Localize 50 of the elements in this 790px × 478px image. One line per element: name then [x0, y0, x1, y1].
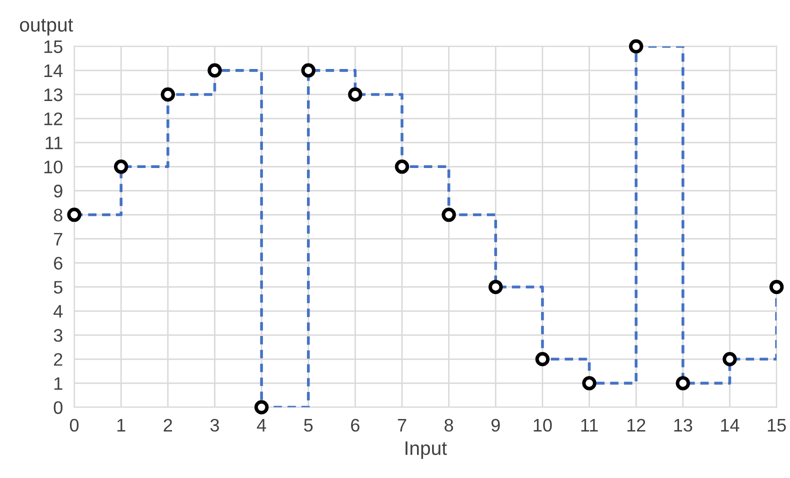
y-tick-label: 9 [54, 184, 62, 198]
y-tick-label: 2 [54, 353, 62, 366]
point [208, 63, 222, 78]
point [488, 280, 503, 294]
y-tick-label: 10 [44, 160, 62, 174]
point [348, 87, 362, 102]
x-tick-label: 5 [304, 419, 313, 432]
x-tick-label: 11 [581, 419, 598, 432]
point [114, 160, 128, 174]
x-tick-label: 3 [210, 418, 219, 432]
x-tick-label: 4 [256, 419, 266, 432]
point [301, 63, 316, 78]
point [676, 376, 690, 390]
x-tick-label: 9 [491, 418, 500, 432]
y-tick-label: 5 [54, 281, 62, 294]
point [769, 280, 784, 294]
y-tick-label: 8 [54, 208, 62, 222]
y-tick-label: 12 [44, 112, 62, 126]
y-tick-label: 3 [54, 329, 62, 342]
point [722, 352, 737, 366]
point [442, 208, 456, 222]
y-tick-label: 13 [44, 88, 62, 102]
y-tick-label: 11 [46, 136, 62, 150]
x-axis-title: Input [406, 441, 447, 459]
x-tick-label: 7 [398, 419, 406, 432]
point [582, 376, 596, 390]
x-tick-label: 12 [627, 418, 646, 432]
x-tick-label: 10 [534, 418, 552, 432]
point [535, 352, 550, 366]
x-tick-label: 6 [351, 418, 360, 432]
y-tick-label: 1 [54, 377, 62, 390]
y-tick-label: 14 [44, 64, 63, 77]
y-tick-label: 4 [54, 305, 63, 318]
point [394, 160, 410, 174]
point [160, 87, 176, 102]
x-tick-label: 8 [444, 418, 454, 432]
point [67, 208, 82, 222]
x-tick-label: 1 [117, 419, 126, 432]
y-axis-title: output [20, 18, 74, 36]
point [254, 400, 269, 414]
x-tick-label: 14 [721, 419, 740, 432]
y-tick-label: 6 [54, 256, 62, 270]
x-tick-label: 15 [768, 419, 786, 432]
x-tick-label: 0 [70, 418, 79, 432]
y-tick-label: 0 [54, 401, 62, 414]
x-tick-label: 13 [674, 418, 692, 432]
point [628, 39, 644, 54]
x-tick-label: 2 [164, 418, 172, 432]
y-tick-label: 7 [54, 232, 62, 246]
y-tick-label: 15 [44, 40, 62, 54]
